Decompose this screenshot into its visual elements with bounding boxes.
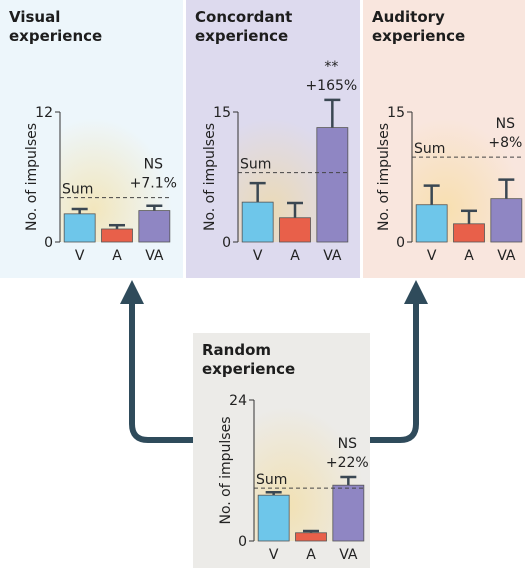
y-tick-label: 15 xyxy=(213,105,231,121)
x-tick-label: A xyxy=(464,248,474,264)
x-tick-label: A xyxy=(306,547,316,563)
panel-title: experience xyxy=(195,27,288,45)
annotation: NS xyxy=(144,157,163,173)
bar xyxy=(295,532,327,542)
sum-label: Sum xyxy=(414,141,445,157)
bar xyxy=(63,213,96,243)
bar xyxy=(257,494,290,542)
panel-title: experience xyxy=(9,27,102,45)
x-tick-label: VA xyxy=(339,547,358,563)
y-tick-label: 0 xyxy=(396,235,405,251)
y-tick-label: 0 xyxy=(238,534,247,550)
arrow-right xyxy=(370,280,428,443)
x-tick-label: VA xyxy=(145,248,164,264)
annotation: +22% xyxy=(326,455,369,471)
annotation: NS xyxy=(338,436,357,452)
x-tick-label: V xyxy=(75,248,85,264)
y-axis-label: No. of impulses xyxy=(376,123,392,231)
annotation: +7.1% xyxy=(130,176,177,192)
x-tick-label: VA xyxy=(323,248,342,264)
y-tick-label: 0 xyxy=(44,235,53,251)
panel-title: experience xyxy=(372,27,465,45)
y-tick-label: 24 xyxy=(229,393,247,409)
bar xyxy=(415,204,448,243)
y-tick-label: 12 xyxy=(35,105,53,121)
bar xyxy=(316,127,349,243)
y-tick-label: 0 xyxy=(222,235,231,251)
panel-title: experience xyxy=(202,360,295,378)
sum-label: Sum xyxy=(240,157,271,173)
y-axis-label: No. of impulses xyxy=(24,123,40,231)
bar xyxy=(138,210,171,243)
panel-title: Random xyxy=(202,341,271,359)
sum-label: Sum xyxy=(62,182,93,198)
annotation: NS xyxy=(496,116,515,132)
panel-title: Auditory xyxy=(372,8,445,26)
panel-title: Concordant xyxy=(195,8,292,26)
arrow-left xyxy=(120,280,193,443)
x-tick-label: VA xyxy=(497,248,516,264)
sum-label: Sum xyxy=(256,472,287,488)
panel-title: Visual xyxy=(9,8,60,26)
bar xyxy=(279,217,311,243)
annotation: +165% xyxy=(305,78,357,94)
annotation: +8% xyxy=(488,135,522,151)
bar xyxy=(332,484,365,542)
annotation: ** xyxy=(324,59,338,75)
y-axis-label: No. of impulses xyxy=(218,416,234,524)
bar xyxy=(101,228,133,243)
bar xyxy=(241,201,274,243)
x-tick-label: V xyxy=(253,248,263,264)
x-tick-label: A xyxy=(290,248,300,264)
x-tick-label: V xyxy=(269,547,279,563)
x-tick-label: V xyxy=(427,248,437,264)
bar xyxy=(490,198,523,243)
x-tick-label: A xyxy=(112,248,122,264)
bar xyxy=(453,223,485,243)
y-axis-label: No. of impulses xyxy=(202,123,218,231)
y-tick-label: 15 xyxy=(387,105,405,121)
